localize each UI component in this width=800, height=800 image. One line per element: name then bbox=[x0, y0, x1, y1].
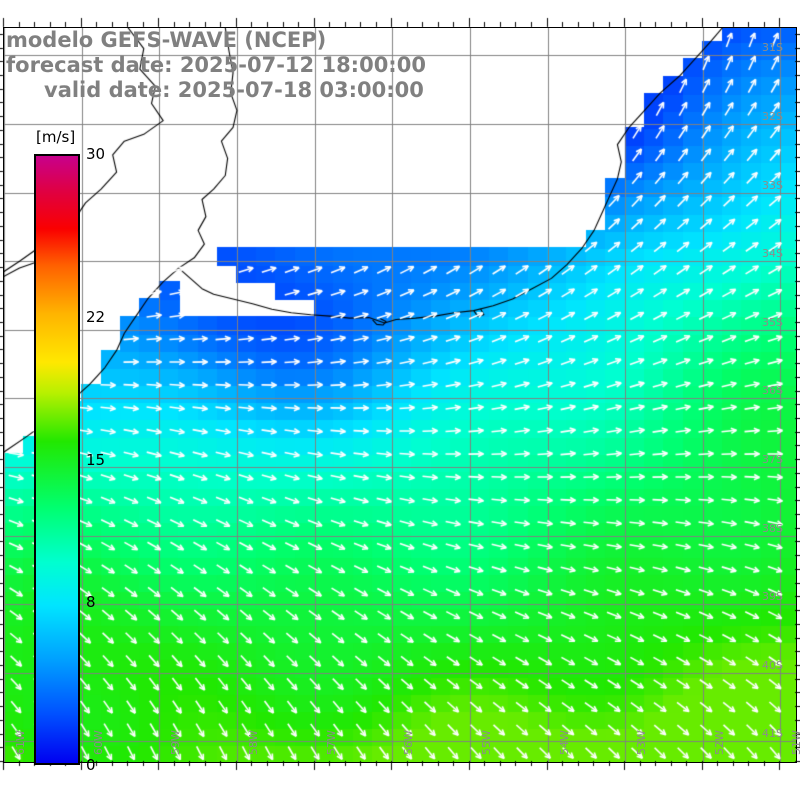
lon-label-57W: 57W bbox=[324, 730, 338, 755]
lat-label-37S: 37S bbox=[762, 453, 783, 467]
lat-label-41S: 41S bbox=[762, 727, 783, 741]
colorbar-gradient bbox=[34, 154, 80, 765]
lon-label-59W: 59W bbox=[169, 730, 183, 755]
lon-label-55W: 55W bbox=[479, 730, 493, 755]
title-block: modelo GEFS-WAVE (NCEP) forecast date: 2… bbox=[0, 28, 520, 103]
colorbar-tick-15: 15 bbox=[86, 450, 106, 469]
lon-label-56W: 56W bbox=[402, 730, 416, 755]
lat-label-34S: 34S bbox=[762, 247, 783, 261]
lon-label-61W: 61W bbox=[14, 730, 27, 755]
lon-label-60W: 60W bbox=[91, 730, 105, 755]
lat-label-35S: 35S bbox=[762, 315, 783, 329]
forecast-date: forecast date: 2025-07-12 18:00:00 bbox=[6, 53, 426, 77]
lon-label-53W: 53W bbox=[635, 730, 649, 755]
lat-label-39S: 39S bbox=[762, 590, 783, 604]
lon-label-54W: 54W bbox=[557, 730, 571, 755]
lon-label-58W: 58W bbox=[246, 730, 260, 755]
colorbar-unit-label: [m/s] bbox=[36, 128, 76, 146]
lat-label-36S: 36S bbox=[762, 384, 783, 398]
map-plot-area[interactable] bbox=[3, 27, 797, 763]
lat-label-40S: 40S bbox=[762, 658, 783, 672]
lon-label-51W: 51W bbox=[790, 730, 800, 755]
colorbar-tick-8: 8 bbox=[86, 593, 96, 612]
wind-vector-arrows bbox=[4, 28, 796, 762]
lon-label-52W: 52W bbox=[712, 730, 726, 755]
lat-label-38S: 38S bbox=[762, 521, 783, 535]
lat-label-31S: 31S bbox=[762, 41, 783, 55]
lat-label-33S: 33S bbox=[762, 178, 783, 192]
model-title: modelo GEFS-WAVE (NCEP) bbox=[6, 28, 327, 52]
valid-date: valid date: 2025-07-18 03:00:00 bbox=[44, 78, 424, 102]
lat-label-32S: 32S bbox=[762, 110, 783, 124]
colorbar-tick-0: 0 bbox=[86, 756, 96, 774]
colorbar-tick-22: 22 bbox=[86, 307, 106, 326]
colorbar-tick-30: 30 bbox=[86, 145, 106, 163]
